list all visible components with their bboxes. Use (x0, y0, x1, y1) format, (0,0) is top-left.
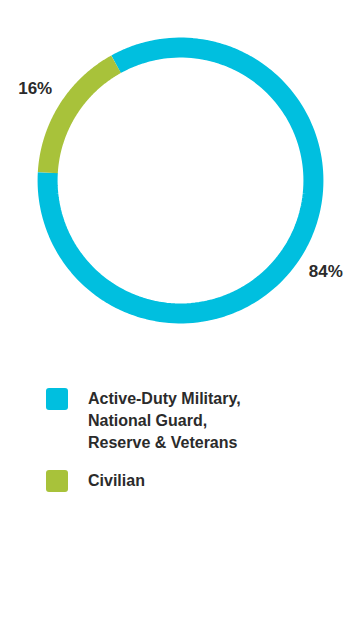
html-text:Active-Duty Military, National: Active-Duty Military, National Guard, Re… (88, 390, 241, 451)
svg-text:84%: 84% (309, 262, 343, 281)
svg-text:16%: 16% (18, 79, 52, 98)
html-text:Civilian: Civilian (88, 472, 145, 489)
